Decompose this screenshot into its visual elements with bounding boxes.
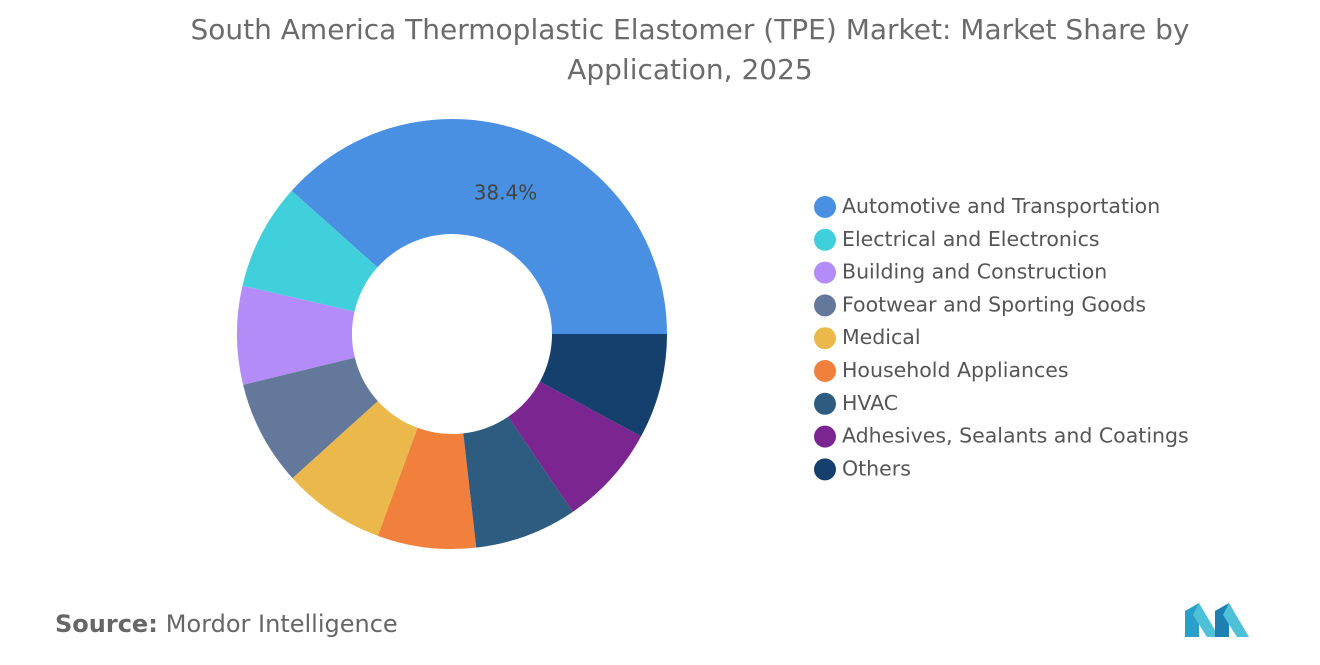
legend-label: Building and Construction: [842, 260, 1107, 284]
legend-marker: [814, 261, 836, 284]
legend-label: HVAC: [842, 391, 898, 415]
legend-label: Others: [842, 456, 911, 480]
legend-marker: [814, 228, 836, 251]
legend-label: Electrical and Electronics: [842, 227, 1100, 251]
legend-label: Footwear and Sporting Goods: [842, 292, 1146, 316]
legend-marker: [814, 196, 836, 218]
legend-label: Household Appliances: [842, 358, 1069, 382]
chart-title: South America Thermoplastic Elastomer (T…: [190, 13, 1190, 86]
logo: [1185, 603, 1249, 637]
legend-marker: [814, 327, 836, 350]
legend-label: Automotive and Transportation: [842, 194, 1160, 218]
donut-slice: [508, 381, 642, 512]
legend-marker: [814, 425, 836, 448]
value-label: 38.4%: [474, 180, 538, 204]
legend-marker: [814, 360, 836, 382]
donut-slice: [236, 285, 355, 385]
donut-slice: [463, 416, 573, 548]
source-text: Mordor Intelligence: [165, 610, 398, 638]
legend-marker: [814, 458, 836, 481]
donut-slice: [291, 118, 667, 334]
legend-label: Medical: [842, 325, 921, 349]
legend-marker: [814, 294, 836, 317]
donut-slice: [539, 334, 667, 437]
donut-slice: [243, 357, 378, 479]
source-label: Source:: [55, 610, 158, 638]
legend-label: Adhesives, Sealants and Coatings: [842, 424, 1189, 448]
donut-slice: [377, 427, 477, 549]
donut-slice: [242, 190, 378, 312]
source: Source: Mordor Intelligence: [55, 610, 398, 638]
donut-slice: [292, 401, 418, 536]
legend-marker: [814, 392, 836, 415]
